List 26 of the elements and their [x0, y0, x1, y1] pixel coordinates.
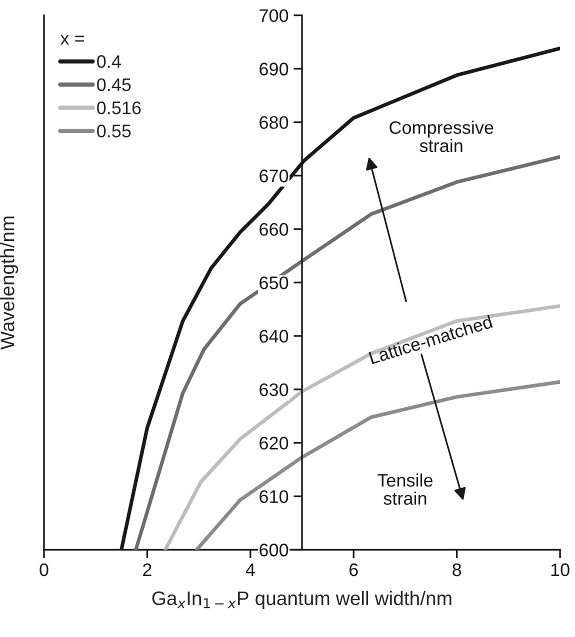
y-tick-label: 620 [260, 436, 288, 450]
legend-label: 0.516 [97, 101, 141, 114]
x-tick-label: 10 [551, 563, 570, 576]
x-tick-label: 8 [452, 563, 462, 576]
annotation: Tensile strain [378, 473, 433, 505]
y-tick-label: 690 [260, 62, 288, 76]
legend-title: x = [60, 35, 84, 45]
y-tick-label: 600 [260, 544, 288, 556]
y-axis-title: Wavelength/nm [0, 216, 18, 350]
y-tick-label: 660 [260, 223, 288, 236]
y-tick-label: 630 [260, 383, 288, 396]
y-tick-label: 670 [260, 170, 288, 182]
x-axis-title: Ga$_{x}$In$_{1−x}$P quantum well width/nm [152, 590, 452, 609]
x-tick-label: 0 [40, 563, 48, 576]
y-tick-label: 610 [260, 490, 288, 504]
x-tick-label: 6 [350, 563, 358, 576]
y-tick-label: 650 [260, 276, 288, 290]
annotation: Compressive strain [390, 120, 494, 152]
legend-label: 0.4 [97, 55, 121, 68]
x-tick-label: 2 [143, 563, 152, 576]
legend-label: 0.45 [97, 78, 131, 92]
y-tick-label: 640 [260, 330, 288, 343]
y-tick-label: 700 [260, 9, 288, 22]
legend-label: 0.55 [97, 124, 131, 138]
x-tick-label: 4 [246, 564, 255, 576]
y-tick-label: 680 [260, 116, 288, 129]
